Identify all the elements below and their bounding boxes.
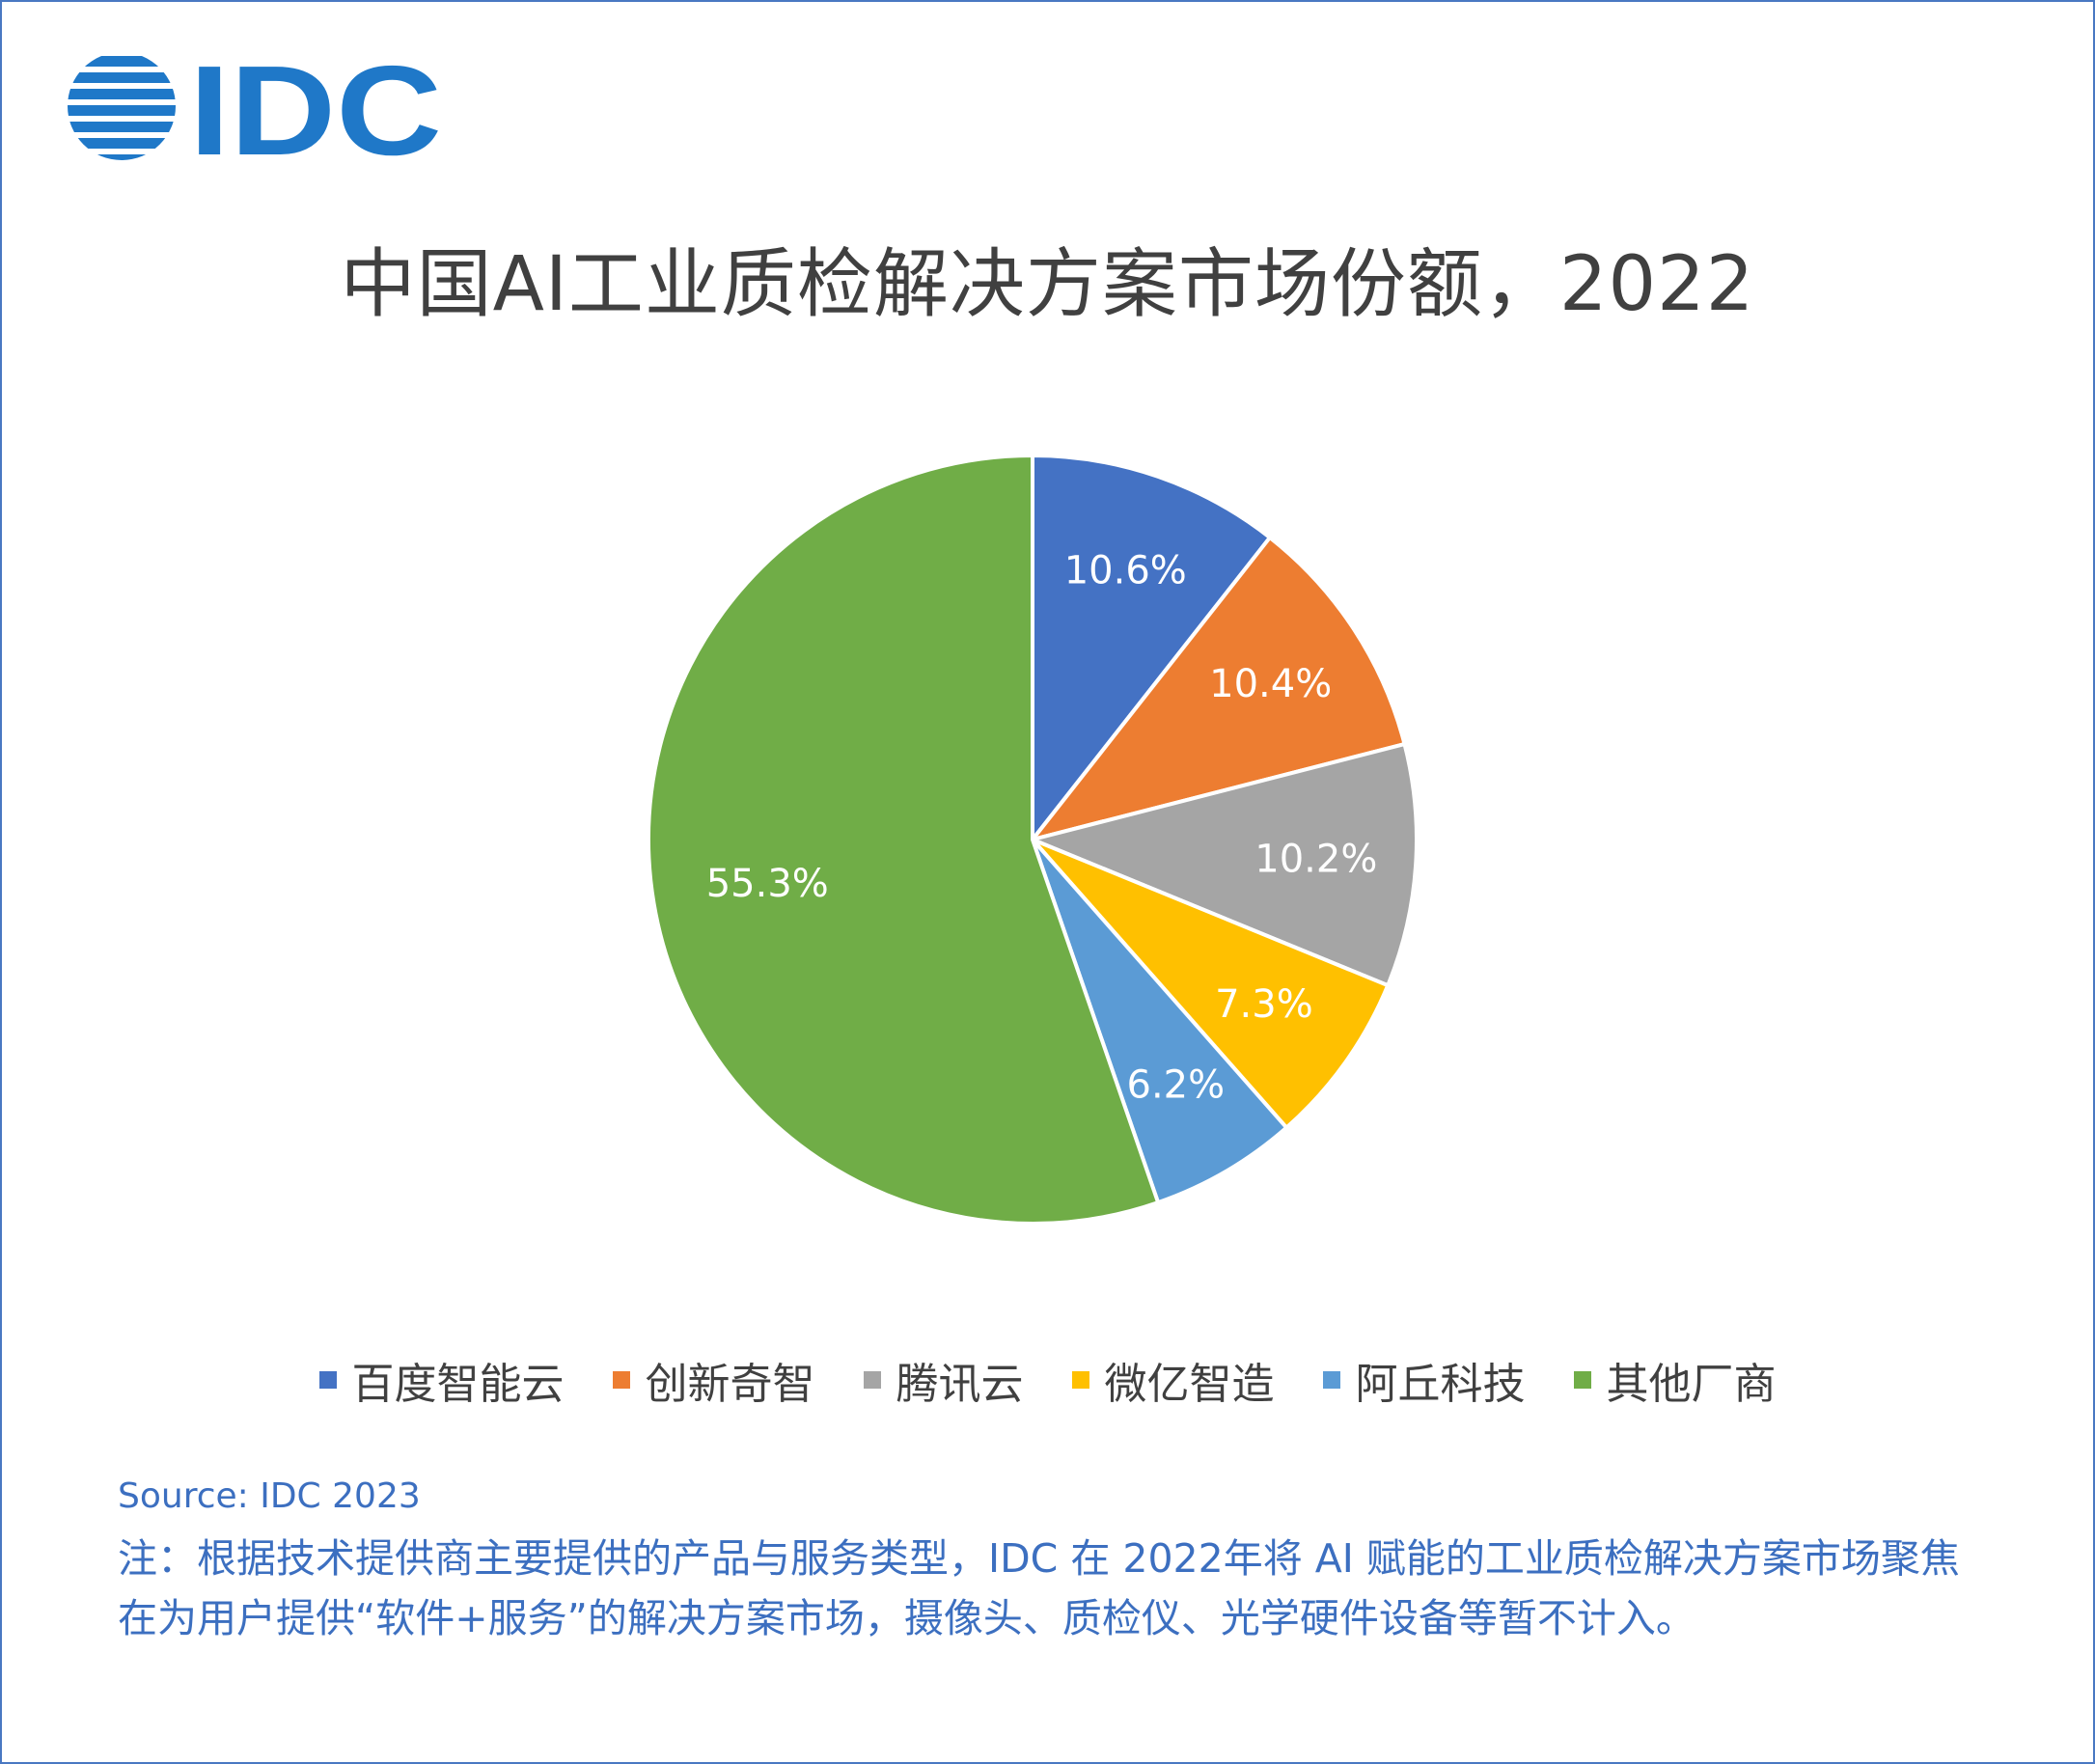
note-text: 注：根据技术提供商主要提供的产品与服务类型，IDC 在 2022年将 AI 赋能… <box>118 1535 1960 1641</box>
pie-slice-1 <box>1031 454 1272 841</box>
pie-data-label-3: 10.2% <box>1254 837 1377 881</box>
legend-swatch <box>1573 1371 1591 1389</box>
legend-swatch <box>863 1371 881 1389</box>
idc-logo: IDC <box>68 50 442 166</box>
legend-label: 微亿智造 <box>1104 1360 1275 1409</box>
pie-data-label-1: 10.6% <box>1064 549 1187 593</box>
logo-wordmark: IDC <box>189 50 442 166</box>
pie-data-label-4: 7.3% <box>1215 982 1313 1027</box>
legend-label: 其他厂商 <box>1606 1360 1777 1409</box>
legend-item-3: 腾讯云 <box>863 1349 1024 1411</box>
legend-swatch <box>612 1371 630 1389</box>
legend-item-4: 微亿智造 <box>1071 1349 1275 1411</box>
globe-icon <box>68 56 176 160</box>
legend-label: 腾讯云 <box>896 1360 1024 1409</box>
pie-data-label-6: 55.3% <box>706 862 829 906</box>
source-text: Source: IDC 2023 <box>118 1476 421 1516</box>
chart-title: 中国AI工业质检解决方案市场份额，2022 <box>340 241 1755 328</box>
legend-item-1: 百度智能云 <box>318 1349 565 1411</box>
pie-slice-5 <box>1031 838 1289 1205</box>
legend-item-5: 阿丘科技 <box>1322 1349 1526 1411</box>
pie-slice-4 <box>1031 838 1391 1130</box>
pie-data-label-2: 10.4% <box>1209 662 1332 706</box>
legend-label: 创新奇智 <box>645 1360 815 1409</box>
legend-swatch <box>318 1371 337 1389</box>
legend-swatch <box>1071 1371 1089 1389</box>
pie-slice-2 <box>1031 536 1407 841</box>
legend-label: 阿丘科技 <box>1355 1360 1526 1409</box>
pie-slice-6 <box>646 454 1161 1226</box>
pie-chart: 10.6% 10.4% 10.2% 7.3% 6.2% 55.3% <box>646 454 1419 1226</box>
pie-data-label-5: 6.2% <box>1127 1062 1226 1107</box>
legend-swatch <box>1322 1371 1340 1389</box>
legend-item-2: 创新奇智 <box>612 1349 815 1411</box>
chart-legend: 百度智能云 创新奇智 腾讯云 微亿智造 阿丘科技 其他厂商 <box>0 1349 2095 1411</box>
pie-slice-3 <box>1031 742 1419 988</box>
legend-item-6: 其他厂商 <box>1573 1349 1777 1411</box>
legend-label: 百度智能云 <box>351 1360 565 1409</box>
